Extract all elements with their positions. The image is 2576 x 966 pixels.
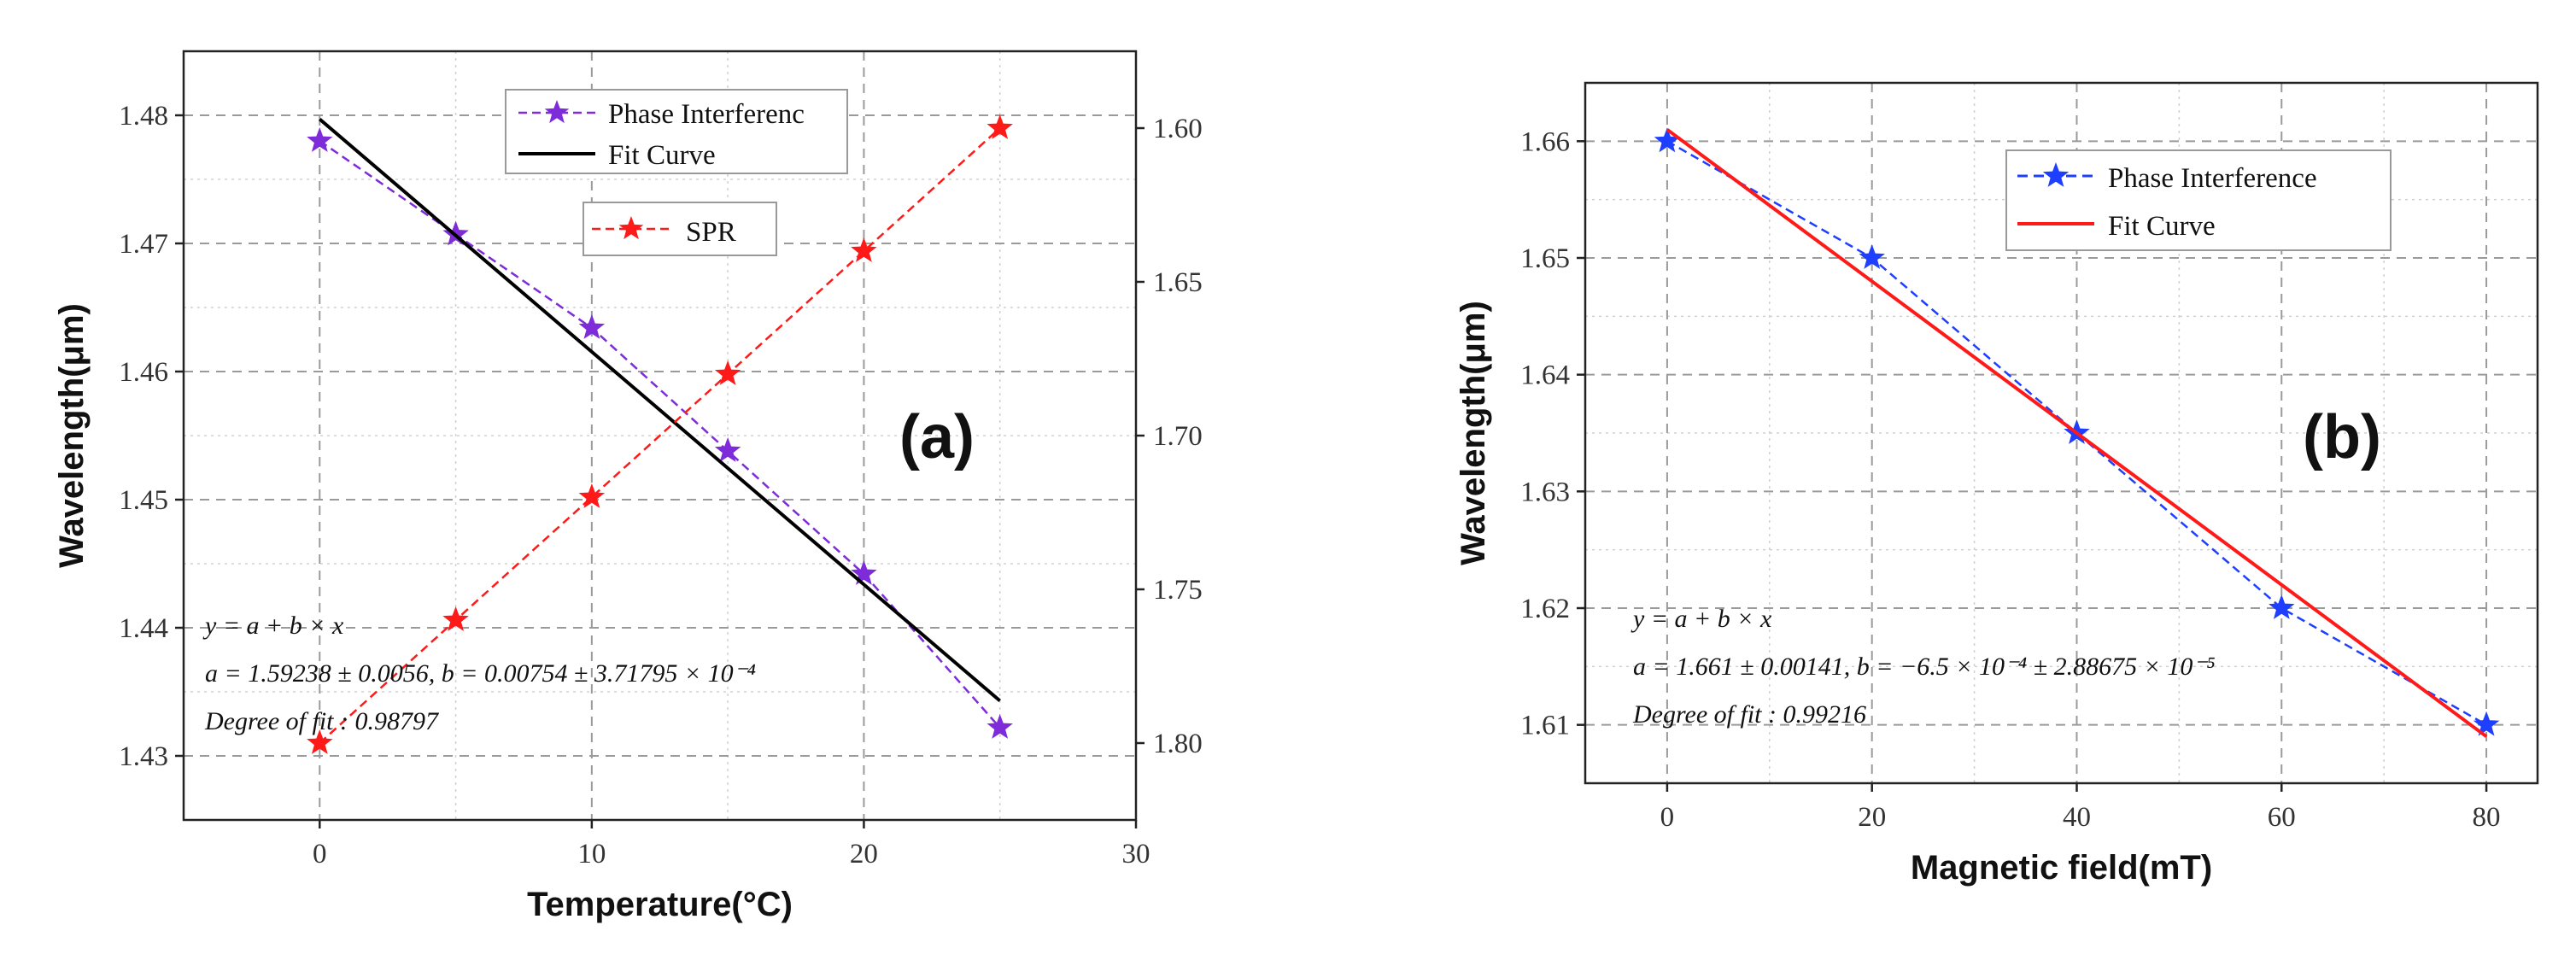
x-tick-label: 40 — [2063, 802, 2091, 833]
legend-label-fit: Fit Curve — [608, 140, 716, 171]
data-point-star — [578, 314, 606, 339]
y2-tick-label: 1.65 — [1153, 267, 1203, 298]
y2-tick-label: 1.70 — [1153, 421, 1203, 452]
legend-box-spr — [583, 202, 777, 256]
legend-box — [505, 89, 848, 174]
data-point-star — [851, 237, 877, 262]
data-point-star — [851, 560, 877, 585]
y-tick-label: 1.47 — [119, 229, 168, 260]
x-tick-label: 10 — [577, 839, 606, 869]
legend-star-spr — [618, 216, 644, 240]
data-point-star — [714, 360, 741, 385]
y-axis-title: Wavelength(μm) — [53, 303, 91, 568]
data-point-star — [986, 714, 1013, 739]
y-tick-label: 1.43 — [119, 741, 168, 772]
legend-label-spr: SPR — [686, 217, 736, 248]
x-axis-title: Magnetic field(mT) — [1911, 849, 2212, 887]
data-point-star — [1859, 244, 1885, 269]
panel-label: (b) — [2303, 403, 2381, 471]
data-point-star — [307, 127, 333, 152]
y-tick-label: 1.61 — [1520, 711, 1570, 741]
panel-a-chart: 0 10 20 30 1.43 1.44 1.45 1.46 1.47 1.48 1.60 1.65 1… — [53, 50, 1203, 923]
x-tick-label: 20 — [850, 839, 878, 869]
fit-curve-line — [1666, 128, 2488, 738]
panel-label: (a) — [899, 403, 975, 471]
y-tick-label: 1.45 — [119, 485, 168, 516]
y2-tick-label: 1.75 — [1153, 575, 1203, 606]
data-point-star — [1654, 127, 1681, 153]
y-tick-label: 1.48 — [119, 101, 168, 132]
fit-curve-line — [319, 117, 1001, 703]
series-line — [319, 139, 1001, 729]
legend-star-phase — [544, 100, 570, 124]
data-point-star — [2473, 711, 2500, 736]
y-tick-label: 1.62 — [1520, 594, 1570, 624]
series-line — [319, 127, 1001, 744]
x-tick-label: 20 — [1858, 802, 1886, 833]
fit-equation-text: a = 1.661 ± 0.00141, b = −6.5 × 10⁻⁴ ± 2… — [1633, 653, 2216, 681]
data-point-star — [307, 729, 333, 754]
x-axis-title: Temperature(°C) — [527, 886, 793, 923]
legend-star-phase — [2042, 162, 2070, 187]
series-line — [1666, 140, 2487, 726]
fit-equation-text: a = 1.59238 ± 0.0056, b = 0.00754 ± 3.71… — [205, 659, 756, 688]
fit-equation-text: y = a + b × x — [202, 612, 344, 640]
data-point-star — [986, 114, 1013, 139]
data-point-star — [442, 606, 469, 631]
y-tick-label: 1.44 — [119, 613, 168, 644]
data-point-star — [578, 483, 606, 508]
legend-label-phase: Phase Interference — [2108, 163, 2317, 194]
x-tick-label: 30 — [1122, 839, 1150, 869]
data-point-star — [442, 220, 469, 246]
y-tick-label: 1.66 — [1520, 126, 1570, 157]
y-tick-label: 1.63 — [1520, 477, 1570, 507]
legend-label-phase: Phase Interferenc — [608, 99, 805, 130]
y-axis-title: Wavelength(μm) — [1455, 301, 1492, 565]
fit-equation-text: Degree of fit : 0.98797 — [204, 707, 440, 735]
legend-box — [2005, 149, 2392, 251]
panel-b-chart: 0 20 40 60 80 1.61 1.62 1.63 1.64 1.65 1.66 Magneti… — [1455, 81, 2539, 887]
x-tick-label: 80 — [2473, 802, 2501, 833]
y-tick-label: 1.46 — [119, 357, 168, 388]
legend-label-fit: Fit Curve — [2108, 211, 2216, 242]
y2-tick-label: 1.80 — [1153, 729, 1203, 759]
plot-frame — [1584, 81, 2539, 785]
x-tick-label: 0 — [1660, 802, 1675, 833]
fit-equation-text: Degree of fit : 0.99216 — [1632, 700, 1866, 729]
y2-tick-label: 1.60 — [1153, 114, 1203, 144]
data-point-star — [714, 437, 741, 462]
x-tick-label: 60 — [2268, 802, 2296, 833]
y-tick-label: 1.65 — [1520, 243, 1570, 274]
y-tick-label: 1.64 — [1520, 360, 1570, 391]
data-point-star — [2269, 594, 2295, 619]
fit-equation-text: y = a + b × x — [1630, 605, 1772, 633]
x-tick-label: 0 — [313, 839, 327, 869]
